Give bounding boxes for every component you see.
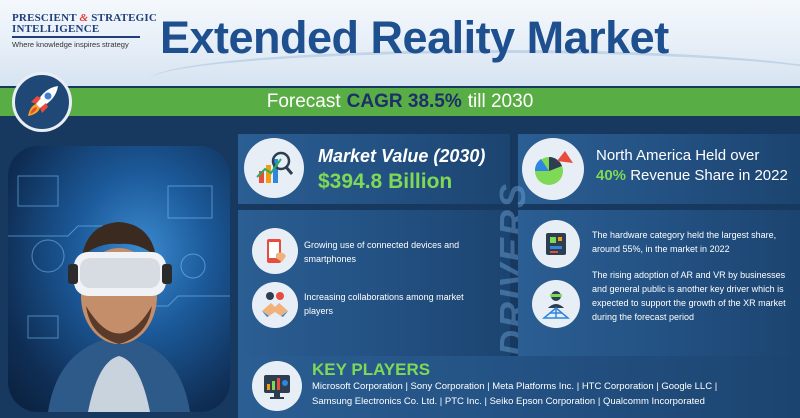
logo-word-intelligence: INTELLIGENCE: [12, 23, 100, 35]
market-value-label: Market Value (2030): [318, 146, 486, 166]
key-players-panel: KEY PLAYERS Microsoft Corporation | Sony…: [238, 356, 800, 418]
company-logo: PRESCIENT & STRATEGIC INTELLIGENCE Where…: [12, 12, 157, 49]
rocket-icon: [28, 86, 58, 116]
forecast-cagr: CAGR 38.5%: [346, 91, 462, 112]
smartphone-icon-circle: [252, 228, 298, 274]
key-players-line-1: Microsoft Corporation | Sony Corporation…: [312, 381, 718, 392]
rocket-badge: [12, 72, 72, 132]
market-chart-icon-circle: [244, 138, 304, 198]
market-value-panel: Market Value (2030) $394.8 Billion: [238, 134, 510, 204]
forecast-band: Forecast CAGR 38.5% till 2030: [0, 88, 800, 116]
insight-item-1: The hardware category held the largest s…: [592, 230, 777, 254]
logo-word-strategic: STRATEGIC: [91, 12, 158, 24]
driver-item-2: Increasing collaborations among market p…: [304, 292, 464, 316]
logo-underline: [12, 36, 140, 38]
header-swoosh: [150, 50, 800, 86]
pie-chart-icon-circle: [522, 138, 584, 200]
drivers-panel: Growing use of connected devices and sma…: [238, 182, 533, 356]
regional-share-panel: North America Held over 40% Revenue Shar…: [518, 134, 800, 204]
regional-share-text: North America Held over 40% Revenue Shar…: [596, 146, 796, 186]
regional-percent: 40%: [596, 167, 627, 184]
forecast-prefix: Forecast: [266, 91, 341, 112]
key-players-dashboard-icon: [264, 375, 290, 399]
market-chart-icon: [256, 151, 294, 183]
smartphone-icon: [267, 239, 286, 263]
driver-item-1: Growing use of connected devices and sma…: [304, 240, 460, 264]
market-value-amount: $394.8 Billion: [318, 170, 453, 193]
vr-user-photo: [8, 146, 230, 412]
regional-line2: Revenue Share in 2022: [630, 167, 788, 184]
pie-chart-icon: [534, 151, 573, 185]
forecast-suffix: till 2030: [467, 91, 534, 112]
network-person-icon: [541, 291, 571, 319]
page-title: Extended Reality Market: [160, 12, 669, 63]
insight-item-2: The rising adoption of AR and VR by busi…: [592, 270, 786, 322]
circuit-board-icon: [546, 233, 566, 255]
network-person-icon-circle: [532, 280, 580, 328]
header: PRESCIENT & STRATEGIC INTELLIGENCE Where…: [0, 0, 800, 86]
logo-ampersand: &: [79, 12, 89, 24]
handshake-icon-circle: [252, 282, 298, 328]
key-players-line-2: Samsung Electronics Co. Ltd. | PTC Inc. …: [312, 396, 705, 407]
key-players-title: KEY PLAYERS: [312, 360, 431, 379]
key-players-icon-circle: [252, 361, 302, 411]
circuit-board-icon-circle: [532, 220, 580, 268]
logo-word-prescient: PRESCIENT: [12, 12, 77, 24]
regional-line1: North America Held over: [596, 147, 760, 164]
insights-panel: The hardware category held the largest s…: [518, 210, 800, 356]
vr-illustration: [8, 175, 230, 412]
handshake-icon: [262, 292, 288, 317]
logo-tagline: Where knowledge inspires strategy: [12, 40, 129, 49]
